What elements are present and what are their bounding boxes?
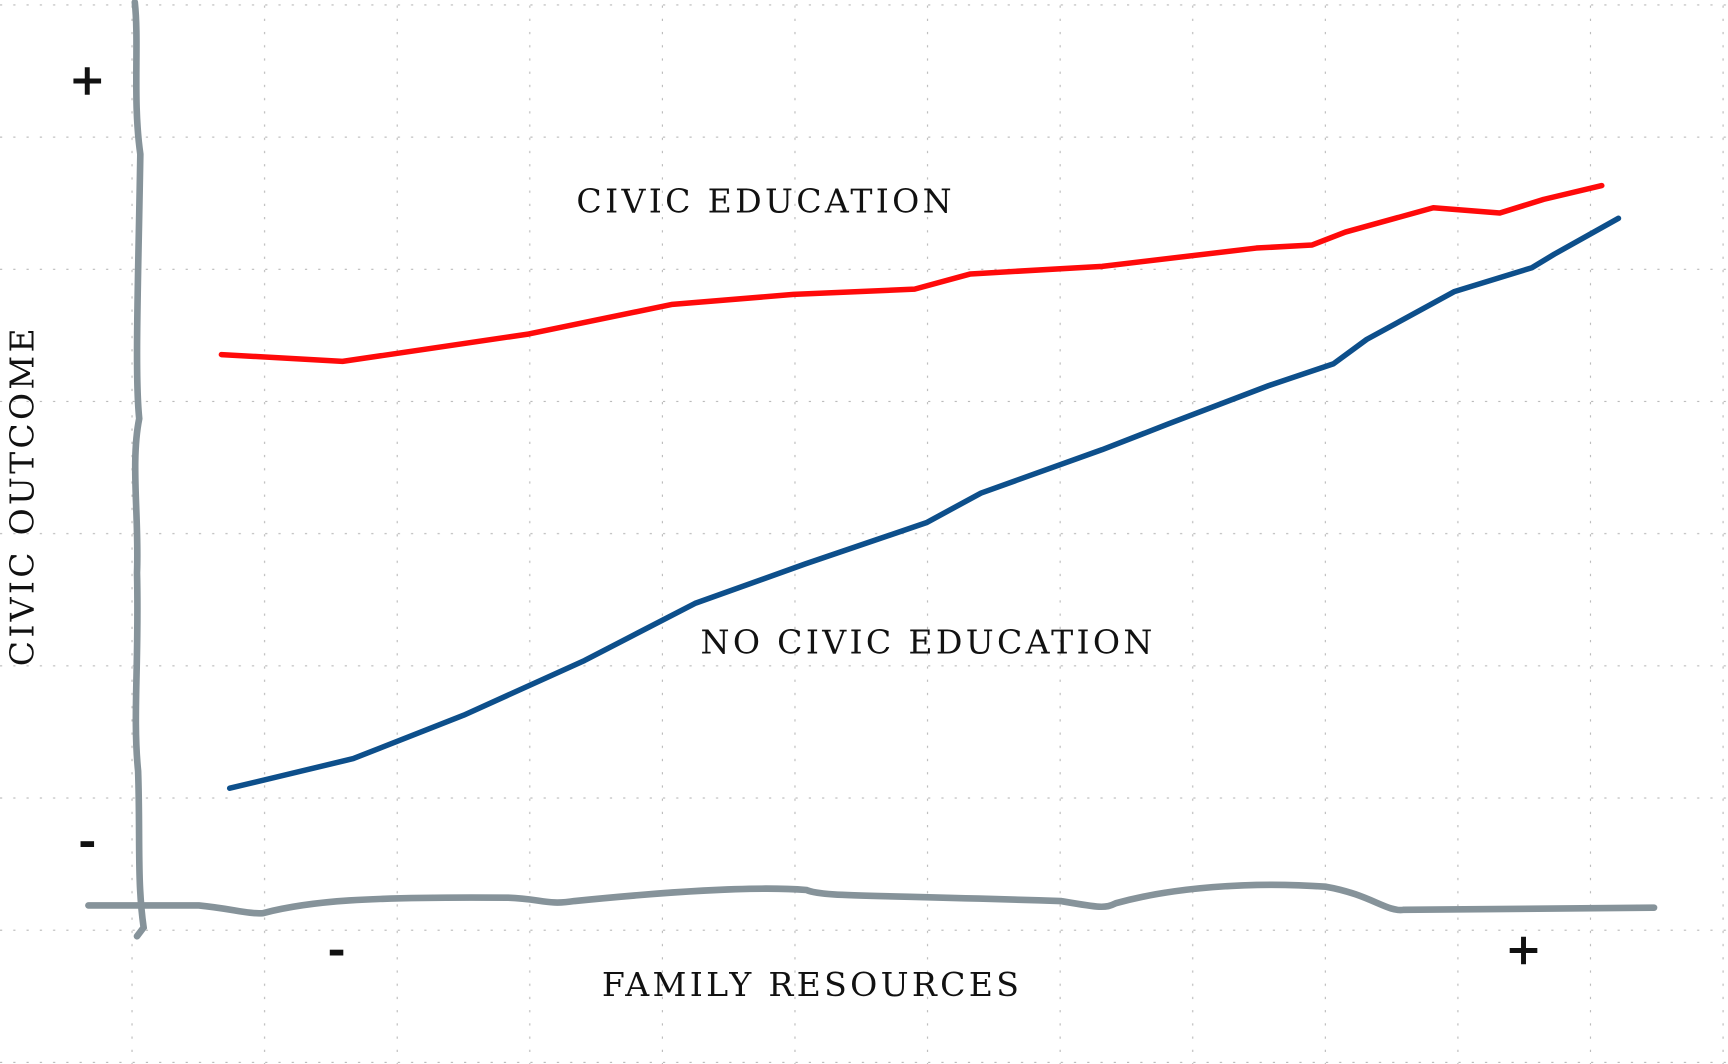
series-line xyxy=(226,215,1622,791)
series-line xyxy=(218,182,1605,365)
y-axis-label: CIVIC OUTCOME xyxy=(2,325,41,666)
y-tick-label: - xyxy=(78,816,96,867)
x-tick-label: + xyxy=(1505,924,1542,975)
series-label: CIVIC EDUCATION xyxy=(576,182,955,221)
x-tick-label: - xyxy=(327,924,345,975)
series-label: NO CIVIC EDUCATION xyxy=(701,622,1156,661)
x-axis-label: FAMILY RESOURCES xyxy=(602,965,1022,1004)
y-tick-label: + xyxy=(69,55,106,106)
x-axis xyxy=(85,881,1658,917)
y-axis xyxy=(131,0,148,940)
